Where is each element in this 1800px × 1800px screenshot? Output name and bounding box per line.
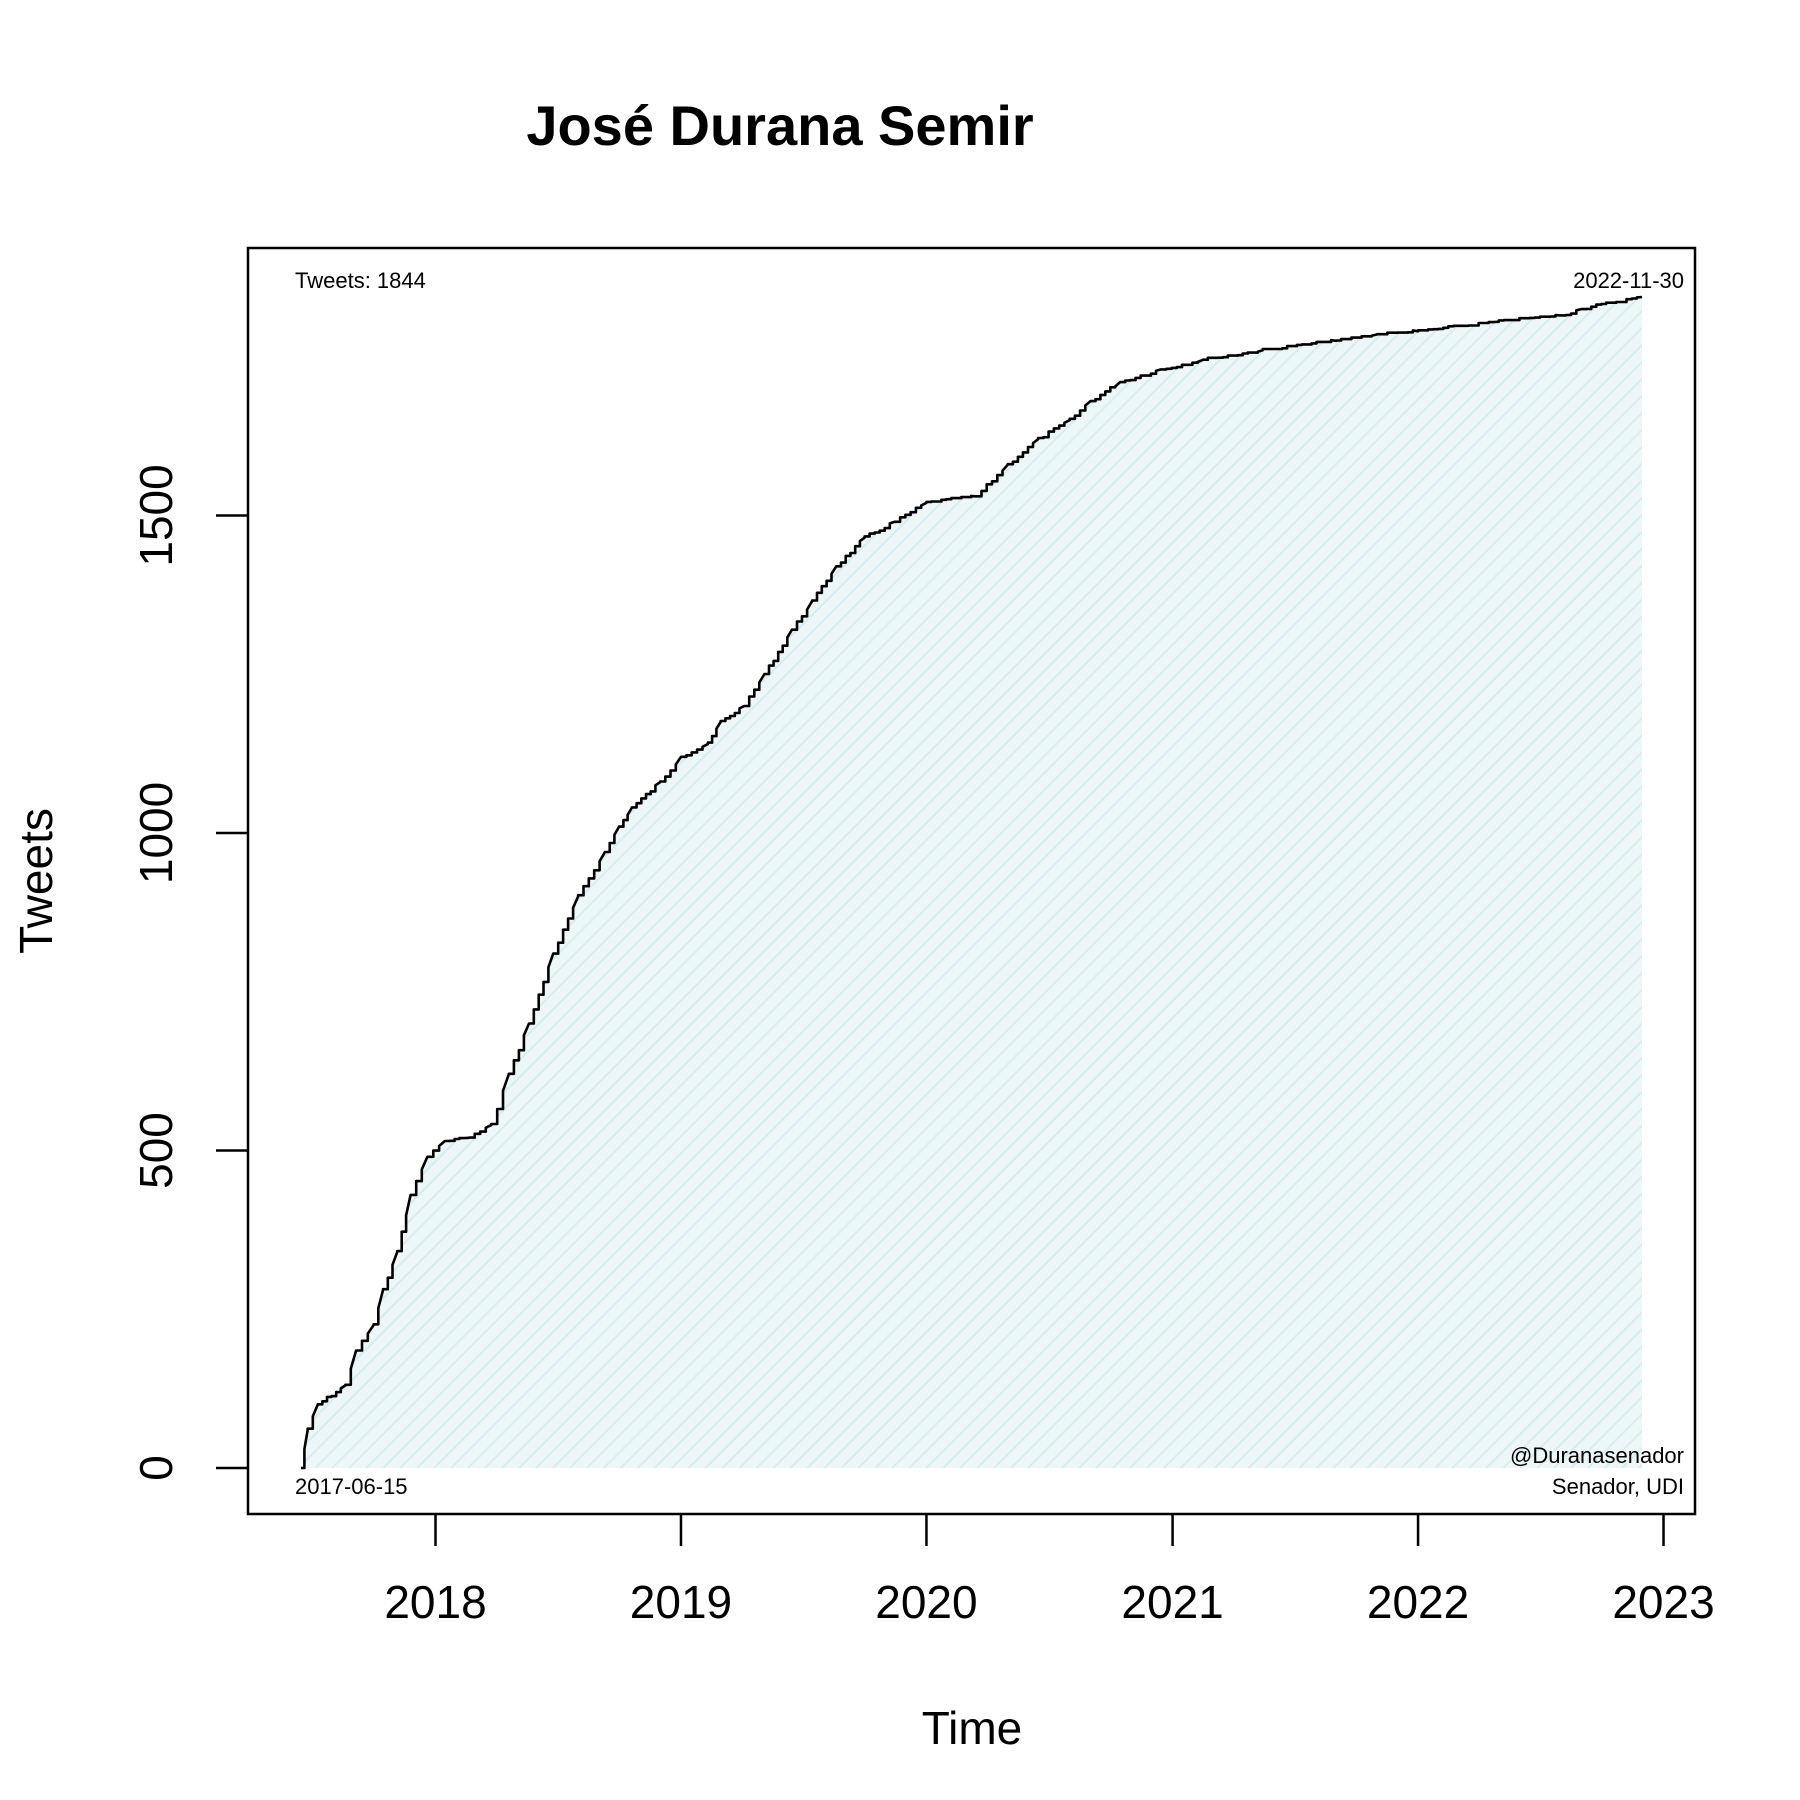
account-handle-annotation: @Duranasenador [1510,1443,1684,1468]
cumulative-tweets-line [301,295,1643,1470]
plot-frame [246,246,1697,1516]
x-axis-title: Time [922,1702,1023,1754]
x-tick-label-2020: 2020 [875,1576,977,1628]
tweet-count-annotation: Tweets: 1844 [295,268,426,293]
y-tick-label-500: 500 [130,1112,182,1189]
start-date-annotation: 2017-06-15 [295,1474,408,1499]
end-date-annotation: 2022-11-30 [1573,268,1684,293]
y-tick-label-0: 0 [130,1455,182,1481]
account-role-annotation: Senador, UDI [1552,1474,1684,1499]
chart-title: José Durana Semir [526,94,1033,157]
x-tick-label-2018: 2018 [384,1576,486,1628]
y-axis: 0 500 1000 1500 [130,464,248,1481]
x-tick-label-2021: 2021 [1121,1576,1223,1628]
plot-area [301,295,1643,1470]
x-tick-label-2019: 2019 [630,1576,732,1628]
x-tick-label-2023: 2023 [1612,1576,1714,1628]
y-axis-title: Tweets [10,808,62,954]
area-fill [301,297,1642,1468]
y-tick-label-1000: 1000 [130,782,182,884]
x-tick-label-2022: 2022 [1367,1576,1469,1628]
x-axis: 2018 2019 2020 2021 2022 2023 [384,1514,1715,1628]
y-tick-label-1500: 1500 [130,464,182,566]
